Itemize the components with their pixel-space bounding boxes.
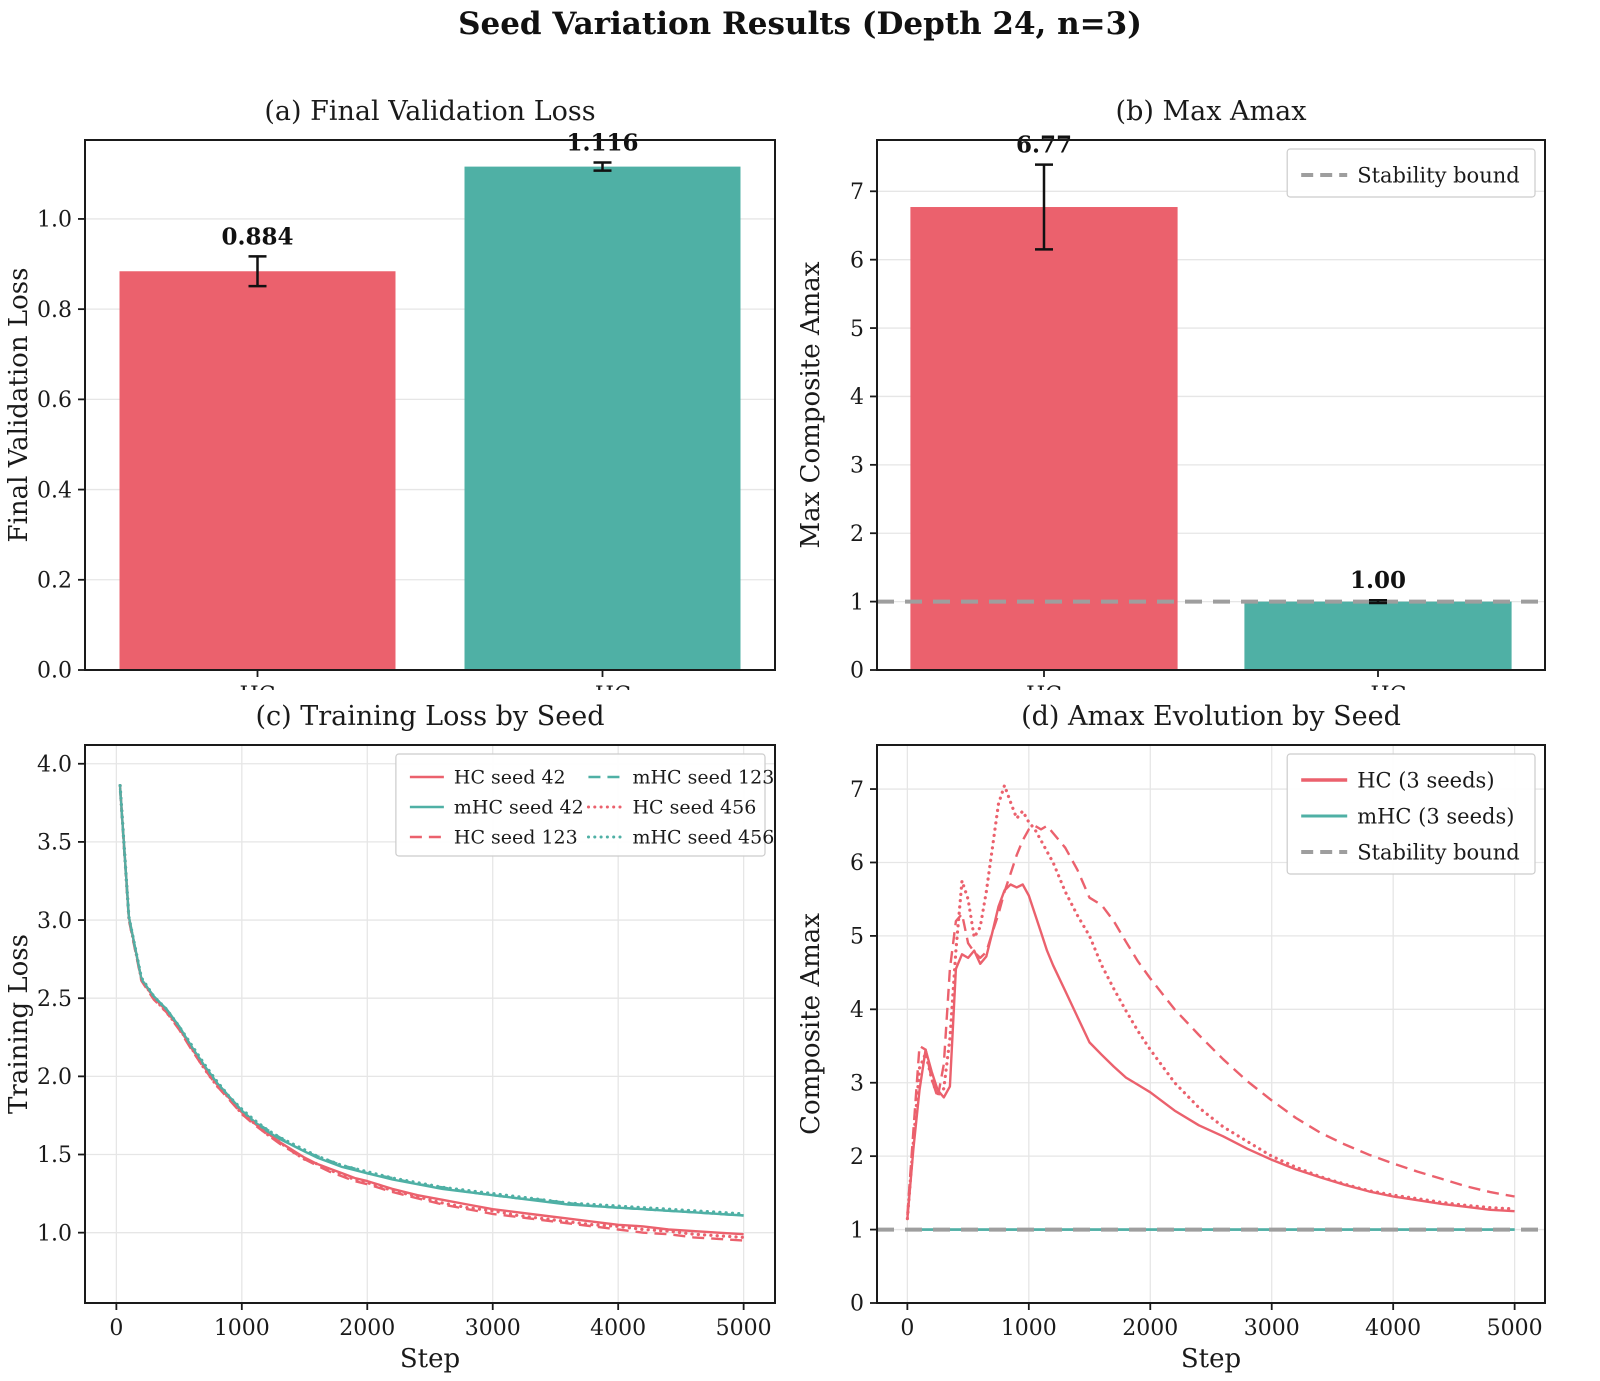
x-tick-label: 5000 (716, 1316, 772, 1341)
x-tick-label: 2000 (1122, 1316, 1178, 1341)
subplot-b-max-amax: HC mHC 6.77 1.00 0 1 2 3 4 5 6 7 (b) Max Amax Max Com… (800, 96, 1546, 690)
legend: HC (3 seeds) mHC (3 seeds) Stability bound (1286, 753, 1536, 875)
legend-label: HC seed 123 (454, 827, 578, 849)
legend-label: mHC seed 456 (632, 827, 774, 849)
subplot-title: (d) Amax Evolution by Seed (1021, 701, 1401, 732)
series-hc-seed-456 (118, 783, 746, 1240)
subplot-title: (c) Training Loss by Seed (255, 701, 604, 732)
subplot-a-validation-loss: HC mHC 0.884 1.116 0.0 0.2 0.4 0.6 0.8 1.0 (a) Fin… (4, 96, 776, 690)
plot-frame (84, 744, 776, 1304)
x-tick-label: 3000 (465, 1316, 521, 1341)
y-tick-label: 0 (850, 1292, 864, 1317)
y-axis-label: Composite Amax (800, 913, 826, 1135)
subplot-c-training-loss: 0 1000 2000 3000 4000 5000 1.0 1.5 2.0 2.5 3.0 3.5 4… (4, 701, 776, 1374)
x-tick-label: 3000 (1244, 1316, 1300, 1341)
error-bar-HC (248, 255, 267, 288)
y-tick-label: 0.8 (37, 298, 72, 323)
y-tick-label: 0 (850, 659, 864, 684)
plot-frame (876, 139, 1546, 671)
y-tick-label: 1.5 (37, 1143, 72, 1168)
y-tick-label: 1.0 (37, 208, 72, 233)
x-tick-label: mHC (574, 683, 631, 690)
series-mhc-seed-123 (118, 788, 744, 1217)
x-tick-label: 4000 (590, 1316, 646, 1341)
bar-value-label: 6.77 (1016, 132, 1072, 159)
x-tick-label: 0 (109, 1316, 123, 1341)
y-tick-label: 2 (850, 1145, 864, 1170)
x-tick-label: 2000 (339, 1316, 395, 1341)
y-tick-label: 0.0 (37, 659, 72, 684)
legend-label: HC (3 seeds) (1357, 768, 1494, 792)
bar-value-label: 0.884 (221, 223, 293, 250)
y-tick-label: 0.2 (37, 568, 72, 593)
legend-label: mHC (3 seeds) (1357, 804, 1514, 828)
subplot-title: (b) Max Amax (1116, 96, 1307, 127)
x-tick-label: 0 (900, 1316, 914, 1341)
bar-HC (119, 271, 396, 670)
plot-frame (876, 744, 1546, 1304)
y-tick-label: 2.5 (37, 987, 72, 1012)
y-tick-label: 6 (850, 851, 864, 876)
error-bar-mHC (1369, 598, 1387, 605)
legend-label: Stability bound (1357, 163, 1520, 187)
x-tick-label: mHC (1350, 683, 1407, 690)
y-tick-label: 3 (850, 1071, 864, 1096)
bar-value-label: 1.116 (566, 130, 638, 157)
y-tick-label: 5 (850, 317, 864, 342)
y-tick-label: 7 (850, 778, 864, 803)
legend-label: mHC seed 42 (454, 797, 584, 819)
y-axis-label: Final Validation Loss (4, 268, 34, 543)
x-axis-label: Step (400, 1344, 460, 1374)
bar-value-label: 1.00 (1350, 567, 1406, 594)
plot-frame (84, 139, 776, 671)
legend: HC seed 42 mHC seed 42 HC seed 123 mHC seed… (395, 753, 774, 857)
x-tick-label: 5000 (1487, 1316, 1543, 1341)
error-bar-HC (1035, 163, 1053, 251)
legend-label: HC seed 456 (632, 797, 756, 819)
x-axis-label: Step (1181, 1344, 1241, 1374)
error-bar-mHC (593, 161, 612, 172)
y-tick-label: 3.0 (37, 909, 72, 934)
legend: Stability bound (1286, 148, 1536, 198)
legend-label: mHC seed 123 (632, 767, 774, 789)
y-tick-label: 5 (850, 925, 864, 950)
y-tick-label: 1 (850, 590, 864, 615)
y-tick-label: 0.6 (37, 388, 72, 413)
y-tick-label: 2.0 (37, 1065, 72, 1090)
y-tick-label: 2 (850, 522, 864, 547)
x-tick-label: 1000 (214, 1316, 270, 1341)
gridlines (877, 745, 1545, 1303)
bar-HC (910, 207, 1178, 670)
y-tick-label: 1 (850, 1218, 864, 1243)
y-tick-label: 1.0 (37, 1221, 72, 1246)
y-tick-label: 4 (850, 998, 864, 1023)
y-tick-label: 6 (850, 248, 864, 273)
x-tick-label: HC (239, 683, 275, 690)
y-tick-label: 3.5 (37, 831, 72, 856)
y-tick-label: 4 (850, 385, 864, 410)
series-hc-seed-42 (906, 883, 1515, 1219)
bar-mHC (1244, 601, 1512, 670)
y-axis-label: Training Loss (4, 934, 34, 1114)
y-tick-label: 7 (850, 180, 864, 205)
bar-mHC (464, 166, 741, 670)
y-axis-label: Max Composite Amax (800, 261, 826, 548)
subplot-title: (a) Final Validation Loss (264, 96, 595, 127)
y-tick-label: 3 (850, 454, 864, 479)
x-tick-label: 1000 (1001, 1316, 1057, 1341)
y-tick-label: 0.4 (37, 478, 72, 503)
legend-label: Stability bound (1357, 840, 1520, 864)
subplot-d-amax-evolution: 0 1000 2000 3000 4000 5000 0 1 2 3 4 5 6 7 (d) Amax Ev… (800, 701, 1546, 1374)
x-tick-label: HC (1026, 683, 1062, 690)
legend-label: HC seed 42 (454, 767, 566, 789)
x-tick-label: 4000 (1365, 1316, 1421, 1341)
figure-title: Seed Variation Results (Depth 24, n=3) (458, 6, 1142, 42)
y-tick-label: 4.0 (37, 752, 72, 777)
